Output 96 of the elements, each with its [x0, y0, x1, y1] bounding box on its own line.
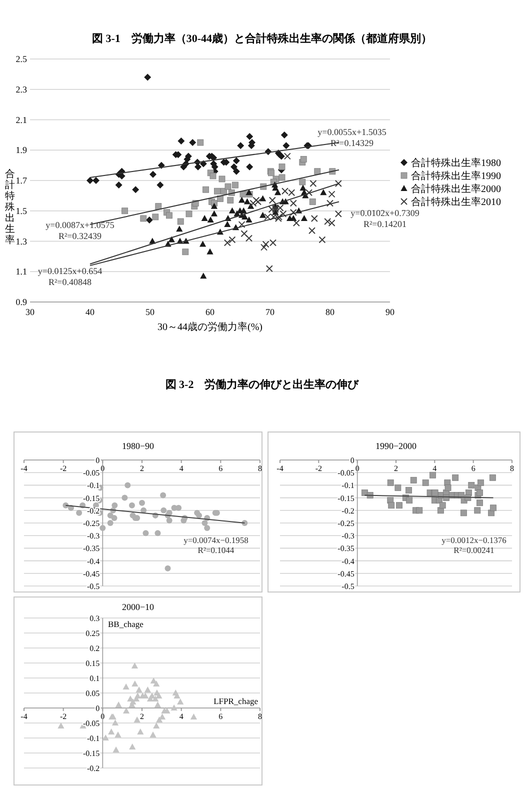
- ytick: -0.45: [83, 569, 100, 578]
- legend-label: 合計特殊出生率1990: [411, 170, 501, 182]
- legend-item: 合計特殊出生率2010: [400, 197, 501, 208]
- xtick: 6: [471, 464, 476, 473]
- annotation: y=0.0125x+0.654: [38, 266, 102, 276]
- ytick: -0.25: [338, 519, 354, 528]
- xtick: 50: [146, 307, 154, 317]
- ytick: -0.5: [87, 582, 100, 591]
- ytick: -0.15: [338, 494, 354, 503]
- ytick: -0.1: [342, 481, 354, 490]
- ytick: -0.1: [87, 481, 100, 490]
- legend-label: 合計特殊出生率1980: [411, 157, 501, 169]
- ytick: -0.05: [338, 468, 354, 478]
- title: 1990−2000: [375, 441, 417, 451]
- ytick: -0.1: [87, 734, 100, 743]
- annotation: R²=0.1044: [198, 545, 234, 555]
- ytick: 2.5: [16, 54, 27, 64]
- title: 2000−10: [122, 602, 154, 612]
- ytick: 0: [96, 704, 100, 713]
- annotation: R²=0.32439: [58, 231, 102, 241]
- ytick: -0.2: [342, 506, 354, 516]
- ytick: 1.1: [16, 266, 27, 277]
- ytick: 2.3: [16, 84, 27, 94]
- xtick: 40: [86, 307, 94, 317]
- ytick: -0.4: [342, 556, 354, 566]
- xtick: 2: [394, 464, 398, 473]
- annotation: y=0.0074x−0.1958: [184, 535, 248, 545]
- ytick: 2.1: [16, 114, 27, 125]
- xtick: 8: [258, 712, 262, 721]
- xtick: 30: [26, 307, 34, 317]
- ytick: -0.5: [342, 582, 354, 591]
- xlabel: 30～44歳の労働力率(%): [158, 322, 262, 333]
- title: 図 3-1 労働力率（30-44歳）と合計特殊出生率の関係（都道府県別）: [92, 33, 432, 45]
- legend-label: 合計特殊出生率2000: [411, 183, 501, 195]
- ytick: 1.5: [16, 206, 27, 216]
- ytick: 0.9: [16, 297, 27, 307]
- annotation: R²=0.40848: [48, 277, 92, 287]
- ytick: 0.25: [86, 629, 100, 638]
- ytick: 0.2: [90, 644, 100, 653]
- annotation: y=0.0087x+1.0575: [46, 220, 114, 230]
- xtick: 6: [218, 712, 223, 721]
- xtick: 60: [206, 307, 214, 317]
- ytick: 0.3: [90, 614, 100, 623]
- ytick: -0.15: [83, 494, 100, 503]
- ytick: -0.15: [83, 749, 100, 758]
- xtick: 4: [179, 464, 184, 473]
- legend-item: 合計特殊出生率2000: [400, 184, 501, 195]
- annotation: R²=0.14201: [363, 219, 407, 229]
- annotation: R²=0.14329: [330, 138, 374, 148]
- ytick: -0.05: [83, 719, 100, 728]
- xtick: 2: [140, 464, 144, 473]
- ytick: 1.9: [16, 145, 27, 156]
- annotation: R²=0.00241: [454, 545, 494, 555]
- ytick: 0.05: [86, 689, 100, 698]
- annotation: y=0.0055x+1.5035: [318, 127, 386, 137]
- xtick: -4: [276, 464, 284, 473]
- legend-item: 合計特殊出生率1990: [400, 171, 501, 182]
- ytick: 0.1: [90, 674, 100, 683]
- ytick: 1.3: [16, 236, 27, 246]
- xtick: 70: [266, 307, 274, 317]
- title: 図 3-2 労働力率の伸びと出生率の伸び: [165, 379, 359, 391]
- ytick: -0.3: [342, 532, 354, 541]
- xtick: 8: [258, 464, 262, 473]
- ytick: -0.45: [338, 569, 354, 578]
- ytick: -0.35: [83, 544, 100, 554]
- annotation: y=0.0012x−0.1376: [442, 535, 506, 545]
- ytick: -0.3: [87, 532, 100, 541]
- ytick: -0.35: [338, 544, 354, 554]
- ytick: 0: [96, 456, 100, 465]
- ytick: -0.4: [87, 556, 100, 566]
- xtick: 4: [432, 464, 437, 473]
- xtick: 6: [218, 464, 223, 473]
- legend-label: 合計特殊出生率2010: [411, 196, 501, 208]
- ytick: -0.05: [83, 468, 100, 478]
- xtick: -2: [60, 464, 67, 473]
- xtick: -4: [20, 464, 28, 473]
- ytick: 0: [350, 456, 354, 465]
- ytick: 1.7: [16, 176, 27, 186]
- xtick: 2: [140, 712, 144, 721]
- xtick: -2: [315, 464, 322, 473]
- xtick: 90: [386, 307, 394, 317]
- xtick: -4: [20, 712, 28, 721]
- xtick: -2: [60, 712, 67, 721]
- xtick: 4: [179, 712, 184, 721]
- title: 1980−90: [122, 441, 154, 451]
- xlabel: LFPR_chage: [214, 696, 258, 706]
- xtick: 8: [510, 464, 514, 473]
- annotation: y=0.0102x+0.7309: [350, 208, 420, 218]
- xtick: 80: [326, 307, 334, 317]
- ylabel: BB_chage: [108, 619, 144, 629]
- ytick: -0.25: [83, 519, 100, 528]
- ytick: -0.2: [87, 506, 100, 516]
- legend-item: 合計特殊出生率1980: [400, 158, 501, 169]
- ylabel: 合計特殊出生率: [5, 169, 15, 246]
- ytick: -0.2: [87, 764, 100, 773]
- ytick: 0.15: [86, 659, 100, 668]
